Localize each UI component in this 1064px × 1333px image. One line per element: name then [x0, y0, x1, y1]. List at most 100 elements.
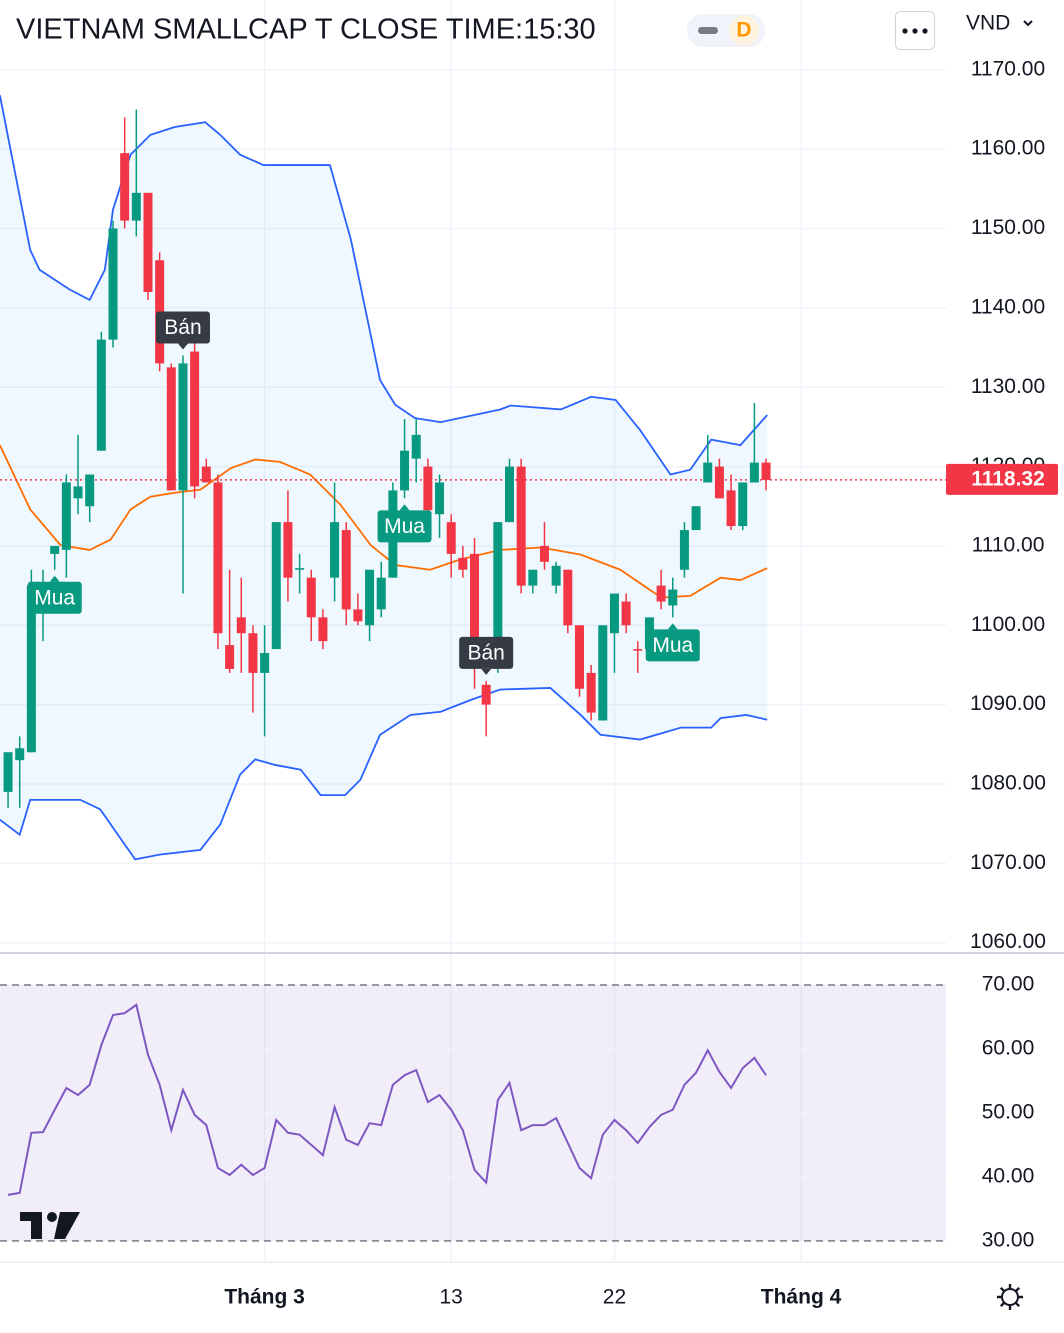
y-tick-label: 1130.00: [971, 375, 1045, 398]
candle-body: [365, 569, 375, 626]
signal-box: [459, 636, 514, 669]
candle-body: [598, 625, 608, 721]
candle-body: [376, 577, 386, 610]
candle-body: [306, 577, 316, 618]
candle-body: [679, 530, 689, 570]
candle-body: [166, 367, 176, 491]
candle-body: [458, 557, 468, 570]
logo-part: [31, 1212, 42, 1239]
candle-body: [423, 466, 433, 511]
candle-body: [236, 617, 246, 634]
candle-body: [260, 653, 270, 673]
signal-box: [155, 311, 210, 344]
badge-icon: [698, 27, 718, 34]
candle-body: [50, 545, 60, 554]
x-tick-label: 22: [603, 1286, 626, 1309]
candle-body: [761, 462, 771, 480]
candle-body: [96, 339, 106, 451]
candle-body: [3, 752, 13, 792]
signal: Bán: [459, 636, 514, 675]
candle-body: [749, 462, 759, 483]
candle-body: [295, 568, 305, 570]
candle-body: [726, 490, 736, 527]
signal-pointer: [399, 504, 410, 511]
y-tick-label: 1070.00: [970, 851, 1046, 874]
last-price-tag: [946, 463, 1058, 495]
signal-label: Bán: [164, 316, 201, 339]
y-tick-label: 1060.00: [970, 930, 1046, 953]
candle-body: [108, 228, 118, 340]
candle-body: [470, 553, 480, 665]
candle-body: [691, 506, 701, 531]
y-tick-label: 1080.00: [970, 772, 1046, 795]
logo-part: [47, 1212, 57, 1222]
candle-body: [609, 593, 619, 634]
dot: [922, 28, 928, 34]
band-upper: [0, 95, 768, 476]
interval-badge[interactable]: D: [687, 14, 765, 47]
interval: D: [736, 19, 751, 42]
last-price-label: 1118.32: [971, 467, 1045, 490]
signal-pointer: [49, 575, 60, 582]
dot: [902, 28, 908, 34]
signal: Bán: [155, 311, 210, 350]
y-tick-label: 60.00: [982, 1037, 1035, 1060]
logo: [20, 1212, 80, 1239]
more-button[interactable]: [895, 11, 935, 50]
y-tick-label: 1150.00: [971, 216, 1045, 239]
candle-body: [400, 450, 410, 491]
y-tick-label: 30.00: [982, 1228, 1035, 1251]
chevron: [1023, 20, 1033, 27]
badge-dot: [729, 15, 759, 46]
signal-pointer: [667, 623, 678, 630]
candle-body: [190, 351, 200, 487]
signal-box: [645, 629, 700, 662]
gear-teeth: [997, 1284, 1023, 1310]
candle-body: [446, 522, 456, 554]
settings-button[interactable]: [997, 1284, 1023, 1310]
candle-body: [248, 633, 258, 673]
candle-body: [318, 617, 328, 642]
candle-body: [505, 466, 515, 523]
candle-body: [271, 522, 281, 650]
signal: Mua: [27, 575, 82, 614]
candle-body: [178, 363, 188, 491]
candle-body: [15, 748, 25, 761]
candle-body: [668, 589, 678, 606]
candle-body: [85, 474, 95, 507]
candle-body: [586, 672, 596, 713]
candle-body: [738, 482, 748, 527]
signal-label: Mua: [384, 515, 425, 538]
y-tick-label: 1100.00: [971, 613, 1045, 636]
plot-area: Mua Bán Mua Bán Mua: [0, 95, 946, 1196]
x-tick-label: Tháng 4: [761, 1286, 842, 1309]
currency-menu[interactable]: VND: [966, 12, 1033, 35]
candle-body: [563, 569, 573, 626]
y-tick-label: 70.00: [982, 973, 1035, 996]
rsi-line: [7, 1003, 767, 1196]
chart-title: VIETNAM SMALLCAP T CLOSE TIME:15:30: [16, 14, 596, 46]
signal: Mua: [645, 623, 700, 662]
candle-body: [341, 530, 351, 610]
candle-body: [411, 434, 421, 459]
candle-body: [493, 522, 503, 665]
signal-pointer: [177, 343, 188, 350]
grid: [0, 0, 946, 1262]
signal-label: Mua: [652, 634, 693, 657]
candle-body: [353, 609, 363, 622]
candle-body: [201, 466, 211, 483]
candle-body: [120, 153, 130, 221]
axes: Tháng 3 13 22 Tháng 4 1060.00 1070.00 1080.00 1…: [0, 57, 1064, 1309]
candle-body: [714, 466, 724, 499]
candle-body: [656, 585, 666, 602]
signal: Mua: [377, 504, 432, 543]
signal-box: [27, 581, 82, 614]
signal-label: Bán: [467, 641, 504, 664]
candle-body: [213, 482, 223, 634]
signal-label: Mua: [34, 586, 75, 609]
y-tick-label: 50.00: [982, 1100, 1035, 1123]
candle-body: [73, 486, 83, 499]
candle-body: [574, 625, 584, 689]
